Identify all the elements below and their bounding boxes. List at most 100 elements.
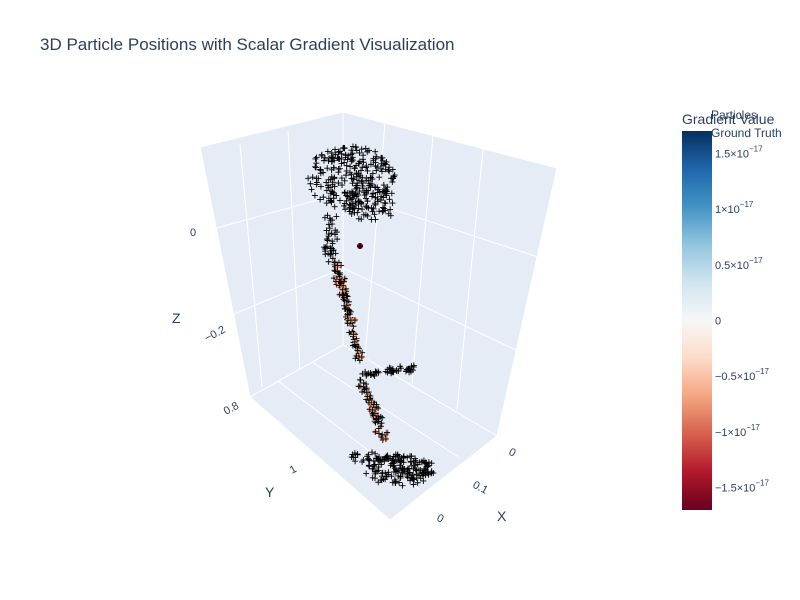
- ground-truth-marker: [365, 370, 372, 377]
- ground-truth-marker: [369, 449, 376, 456]
- ground-truth-marker: [366, 457, 373, 464]
- ground-truth-marker: [392, 451, 399, 458]
- ground-truth-marker: [334, 262, 341, 269]
- ground-truth-marker: [328, 198, 335, 205]
- ground-truth-marker: [333, 213, 340, 220]
- ground-truth-marker: [358, 354, 365, 361]
- ground-truth-marker: [353, 147, 360, 154]
- ground-truth-marker: [365, 187, 372, 194]
- ground-truth-marker: [428, 460, 435, 467]
- ground-truth-marker: [320, 157, 327, 164]
- ground-truth-marker: [397, 365, 404, 372]
- ground-truth-marker: [329, 240, 336, 247]
- ground-truth-marker: [376, 208, 383, 215]
- ground-truth-marker: [377, 477, 384, 484]
- ground-truth-marker: [344, 311, 351, 318]
- ground-truth-marker: [363, 163, 370, 170]
- ground-truth-marker: [323, 236, 330, 243]
- ground-truth-marker: [375, 369, 382, 376]
- ground-truth-marker: [331, 259, 338, 266]
- ground-truth-marker: [325, 176, 332, 183]
- ground-truth-marker: [364, 198, 371, 205]
- ground-truth-marker: [323, 200, 330, 207]
- ground-truth-marker: [349, 189, 356, 196]
- ground-truth-marker: [327, 197, 334, 204]
- ground-truth-marker: [365, 456, 372, 463]
- ground-truth-marker: [324, 148, 331, 155]
- ground-truth-marker: [410, 476, 417, 483]
- ground-truth-marker: [424, 463, 431, 470]
- ground-truth-marker: [331, 175, 338, 182]
- ground-truth-marker: [401, 465, 408, 472]
- ground-truth-marker: [378, 461, 385, 468]
- ground-truth-marker: [373, 167, 380, 174]
- z-axis-title: Z: [172, 310, 181, 326]
- ground-truth-marker: [360, 383, 367, 390]
- ground-truth-marker: [335, 270, 342, 277]
- ground-truth-marker: [343, 197, 350, 204]
- ground-truth-marker: [386, 364, 393, 371]
- ground-truth-marker: [404, 467, 411, 474]
- ground-truth-marker: [336, 197, 343, 204]
- ground-truth-marker: [340, 144, 347, 151]
- ground-truth-marker: [369, 411, 376, 418]
- ground-truth-marker: [389, 200, 396, 207]
- ground-truth-marker: [363, 389, 370, 396]
- ground-truth-marker: [332, 278, 339, 285]
- ground-truth-marker: [335, 169, 342, 176]
- legend-item-ground-truth[interactable]: Ground Truth: [711, 126, 782, 140]
- ground-truth-marker: [312, 155, 319, 162]
- ground-truth-marker: [408, 453, 415, 460]
- ground-truth-marker: [357, 167, 364, 174]
- ground-truth-marker: [391, 172, 398, 179]
- ground-truth-marker: [327, 190, 334, 197]
- ground-truth-marker: [328, 230, 335, 237]
- ground-truth-marker: [373, 455, 380, 462]
- ground-truth-marker: [352, 199, 359, 206]
- ground-truth-marker: [324, 237, 331, 244]
- ground-truth-marker: [353, 170, 360, 177]
- ground-truth-marker: [329, 255, 336, 262]
- ground-truth-marker: [372, 450, 379, 457]
- isolated-ground-truth-marker: [357, 243, 363, 249]
- ground-truth-marker: [317, 183, 324, 190]
- ground-truth-marker: [323, 227, 330, 234]
- ground-truth-marker: [389, 479, 396, 486]
- ground-truth-marker: [356, 188, 363, 195]
- ground-truth-marker: [343, 302, 350, 309]
- ground-truth-marker: [407, 477, 414, 484]
- ground-truth-marker: [340, 296, 347, 303]
- ground-truth-marker: [322, 251, 329, 258]
- ground-truth-marker: [353, 162, 360, 169]
- legend[interactable]: Particles Ground Truth: [711, 108, 782, 140]
- ground-truth-marker: [359, 156, 366, 163]
- ground-truth-marker: [373, 403, 380, 410]
- ground-truth-marker: [355, 198, 362, 205]
- ground-truth-marker: [348, 210, 355, 217]
- ground-truth-marker: [364, 212, 371, 219]
- colorbar-tick-label: 0: [715, 316, 721, 328]
- ground-truth-marker: [350, 331, 357, 338]
- ground-truth-marker: [414, 479, 421, 486]
- legend-item-particles[interactable]: Particles: [711, 108, 757, 122]
- ground-truth-marker: [332, 146, 339, 153]
- ground-truth-marker: [407, 458, 414, 465]
- ground-truth-marker: [343, 167, 350, 174]
- ground-truth-marker: [336, 165, 343, 172]
- scene-3d[interactable]: [199, 111, 558, 521]
- ground-truth-marker: [387, 365, 394, 372]
- ground-truth-marker: [345, 306, 352, 313]
- ground-truth-marker: [396, 479, 403, 486]
- ground-truth-marker: [307, 180, 314, 187]
- ground-truth-marker: [374, 195, 381, 202]
- ground-truth-marker: [396, 453, 403, 460]
- ground-truth-marker: [334, 236, 341, 243]
- ground-truth-marker: [372, 155, 379, 162]
- ground-truth-marker: [418, 459, 425, 466]
- ground-truth-marker: [381, 199, 388, 206]
- ground-truth-marker: [379, 157, 386, 164]
- ground-truth-marker: [375, 186, 382, 193]
- ground-truth-marker: [375, 430, 382, 437]
- ground-truth-marker: [330, 189, 337, 196]
- ground-truth-marker: [363, 203, 370, 210]
